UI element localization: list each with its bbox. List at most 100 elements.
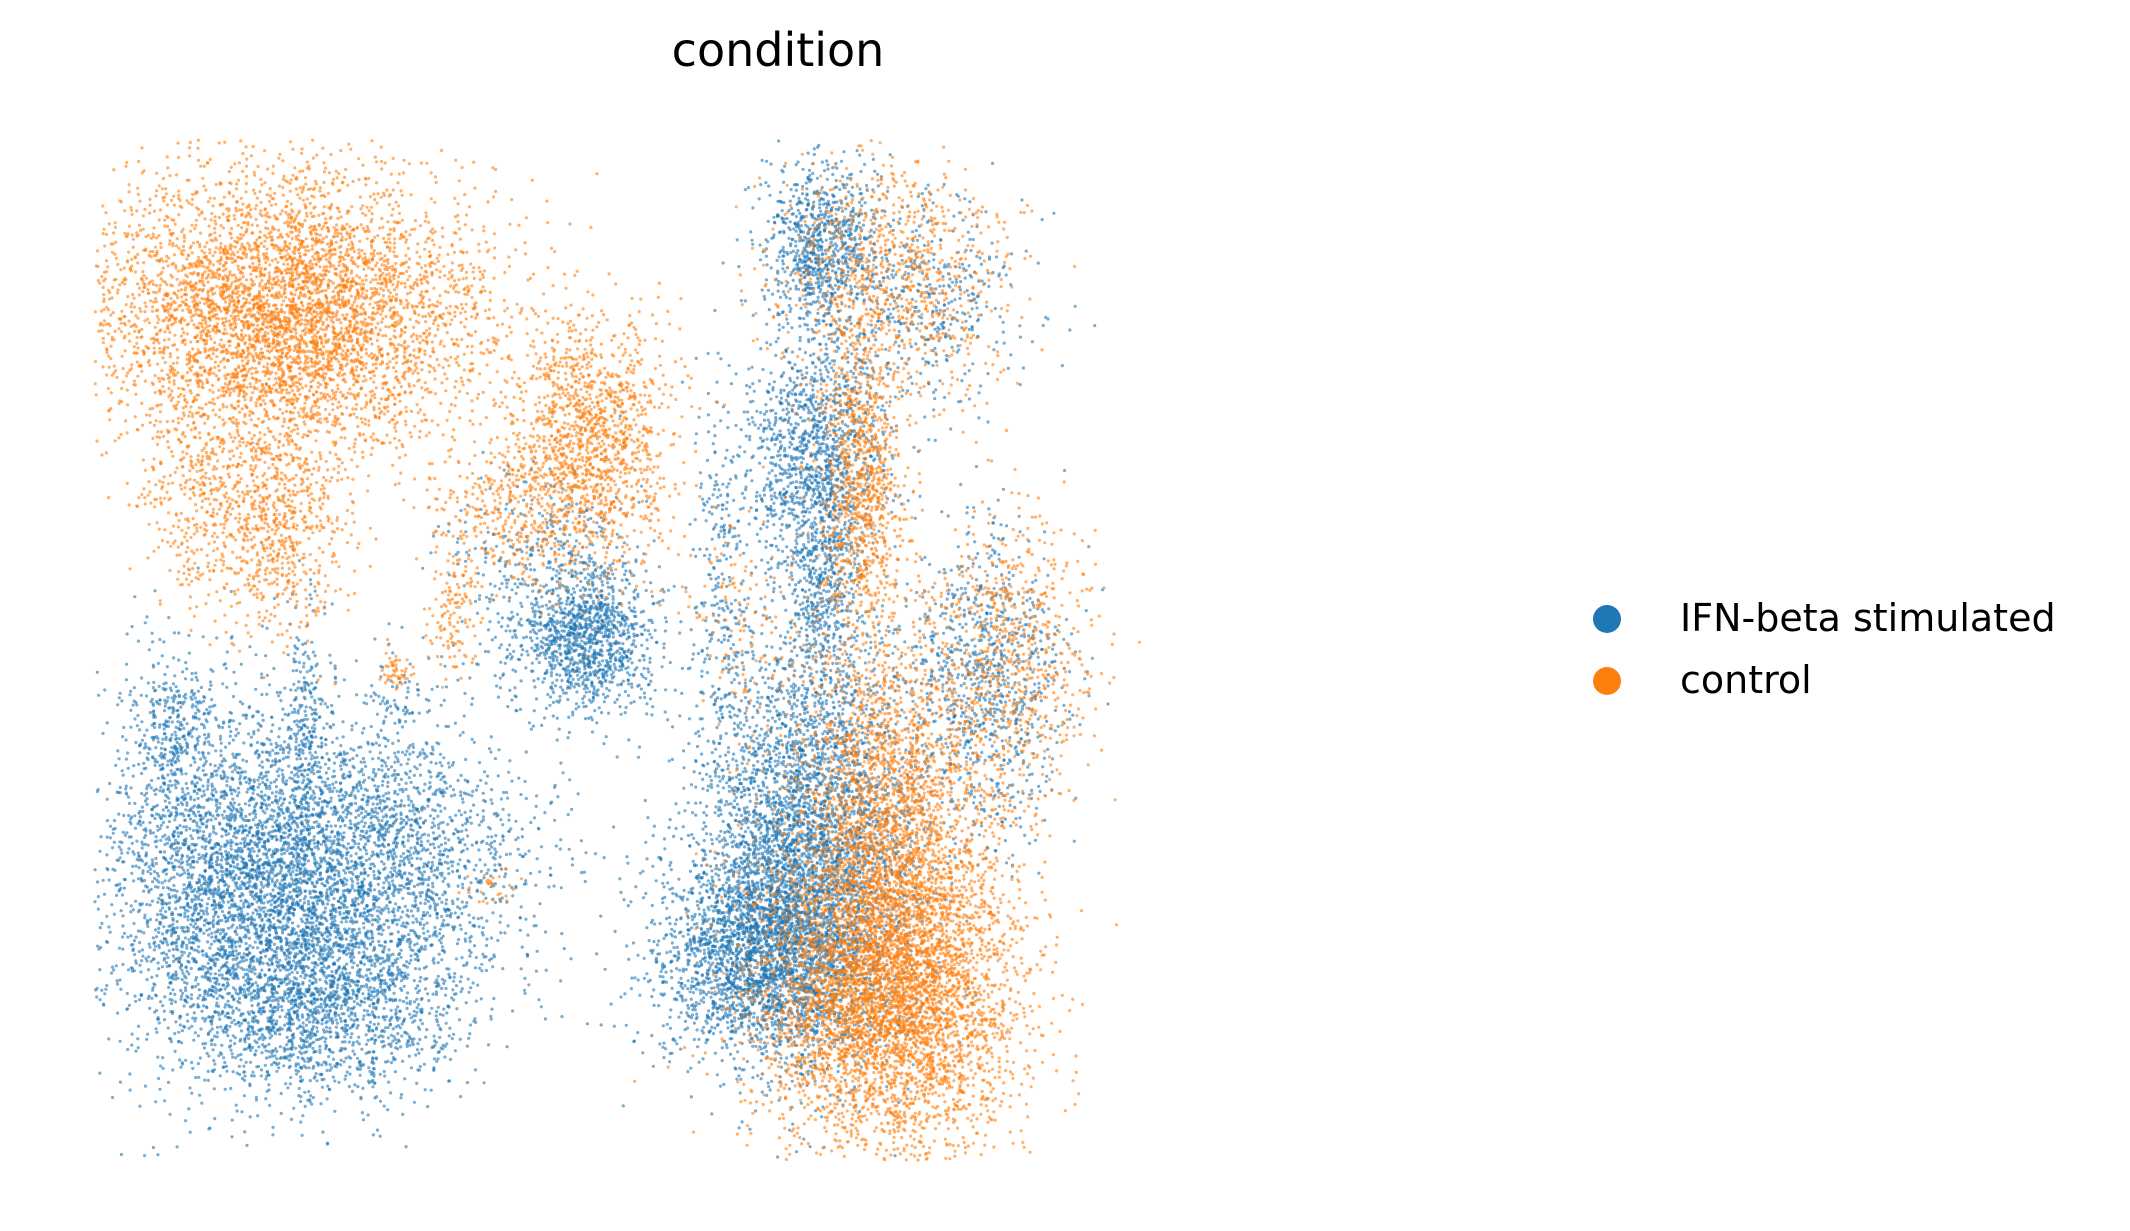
scatter-point [772,705,776,709]
scatter-point [718,779,722,783]
scatter-point [442,1007,446,1011]
scatter-point [675,967,679,971]
scatter-point [194,675,198,680]
scatter-point [265,673,269,677]
scatter-point [364,1033,368,1037]
scatter-point [518,658,522,662]
scatter-point [394,902,398,906]
scatter-point [522,636,526,640]
scatter-point [403,871,407,875]
scatter-point [1021,659,1026,664]
scatter-point [210,861,214,865]
scatter-point [792,462,796,466]
scatter-point [750,416,754,420]
scatter-point [175,1145,179,1149]
scatter-point [778,534,782,538]
scatter-point [471,981,475,985]
scatter-point [794,229,798,233]
scatter-point [281,917,285,921]
scatter-point [700,674,704,679]
scatter-point [523,991,527,996]
scatter-point [349,939,353,943]
scatter-point [490,638,494,642]
scatter-point [821,482,825,486]
scatter-point [476,983,480,987]
scatter-point [963,276,967,280]
scatter-point [836,499,841,503]
scatter-point [173,783,177,787]
scatter-point [138,1104,142,1108]
scatter-point [708,966,712,970]
scatter-point [334,1025,338,1029]
scatter-point [372,767,376,772]
scatter-point [176,834,180,839]
scatter-point [584,534,588,538]
scatter-point [615,532,619,536]
scatter-point [344,1074,348,1078]
scatter-point [395,922,399,927]
scatter-point [1007,570,1011,575]
scatter-point [709,832,713,836]
scatter-point [1025,598,1029,603]
scatter-point [672,584,676,588]
scatter-point [446,855,450,859]
scatter-point [405,996,409,1000]
scatter-point [433,908,437,912]
scatter-point [378,798,382,803]
scatter-point [344,937,348,941]
scatter-point [360,1111,364,1115]
scatter-point [537,660,541,665]
scatter-point [154,862,159,866]
scatter-point [636,545,640,549]
scatter-point [242,983,246,987]
scatter-point [1014,690,1018,695]
scatter-point [159,1064,163,1068]
scatter-point [801,601,805,605]
scatter-point [592,687,596,692]
scatter-point [748,725,752,730]
scatter-point [1047,607,1051,611]
scatter-point [490,835,494,839]
scatter-point [711,684,715,688]
scatter-point [977,416,981,420]
scatter-point [827,589,831,593]
scatter-point [205,1051,209,1055]
scatter-point [260,676,264,680]
scatter-point [213,972,217,976]
scatter-point [149,786,153,790]
scatter-point [407,797,411,802]
scatter-point [118,785,122,790]
scatter-point [407,1054,411,1058]
scatter-point [383,1026,387,1030]
scatter-point [179,830,183,835]
scatter-point [405,1006,409,1011]
scatter-point [708,882,712,886]
scatter-point [244,1034,249,1038]
scatter-point [369,694,373,699]
scatter-point [122,931,127,935]
scatter-point [309,757,313,761]
scatter-point [219,753,223,758]
scatter-point [789,786,793,790]
scatter-point [319,702,323,706]
scatter-point [496,612,500,616]
scatter-point [876,172,880,176]
scatter-point [444,986,448,991]
scatter-point [538,902,542,906]
scatter-point [419,901,423,905]
scatter-point [308,1079,312,1083]
scatter-point [619,682,623,686]
scatter-point [336,899,340,903]
scatter-point [820,160,825,164]
scatter-point [538,870,542,874]
scatter-point [215,997,219,1001]
scatter-point [583,717,588,721]
scatter-point [606,694,610,698]
scatter-point [226,999,230,1003]
scatter-point [300,1013,304,1017]
scatter-point [727,670,731,675]
scatter-point [110,846,115,850]
scatter-point [482,955,486,959]
scatter-point [497,748,501,752]
scatter-point [386,907,390,911]
